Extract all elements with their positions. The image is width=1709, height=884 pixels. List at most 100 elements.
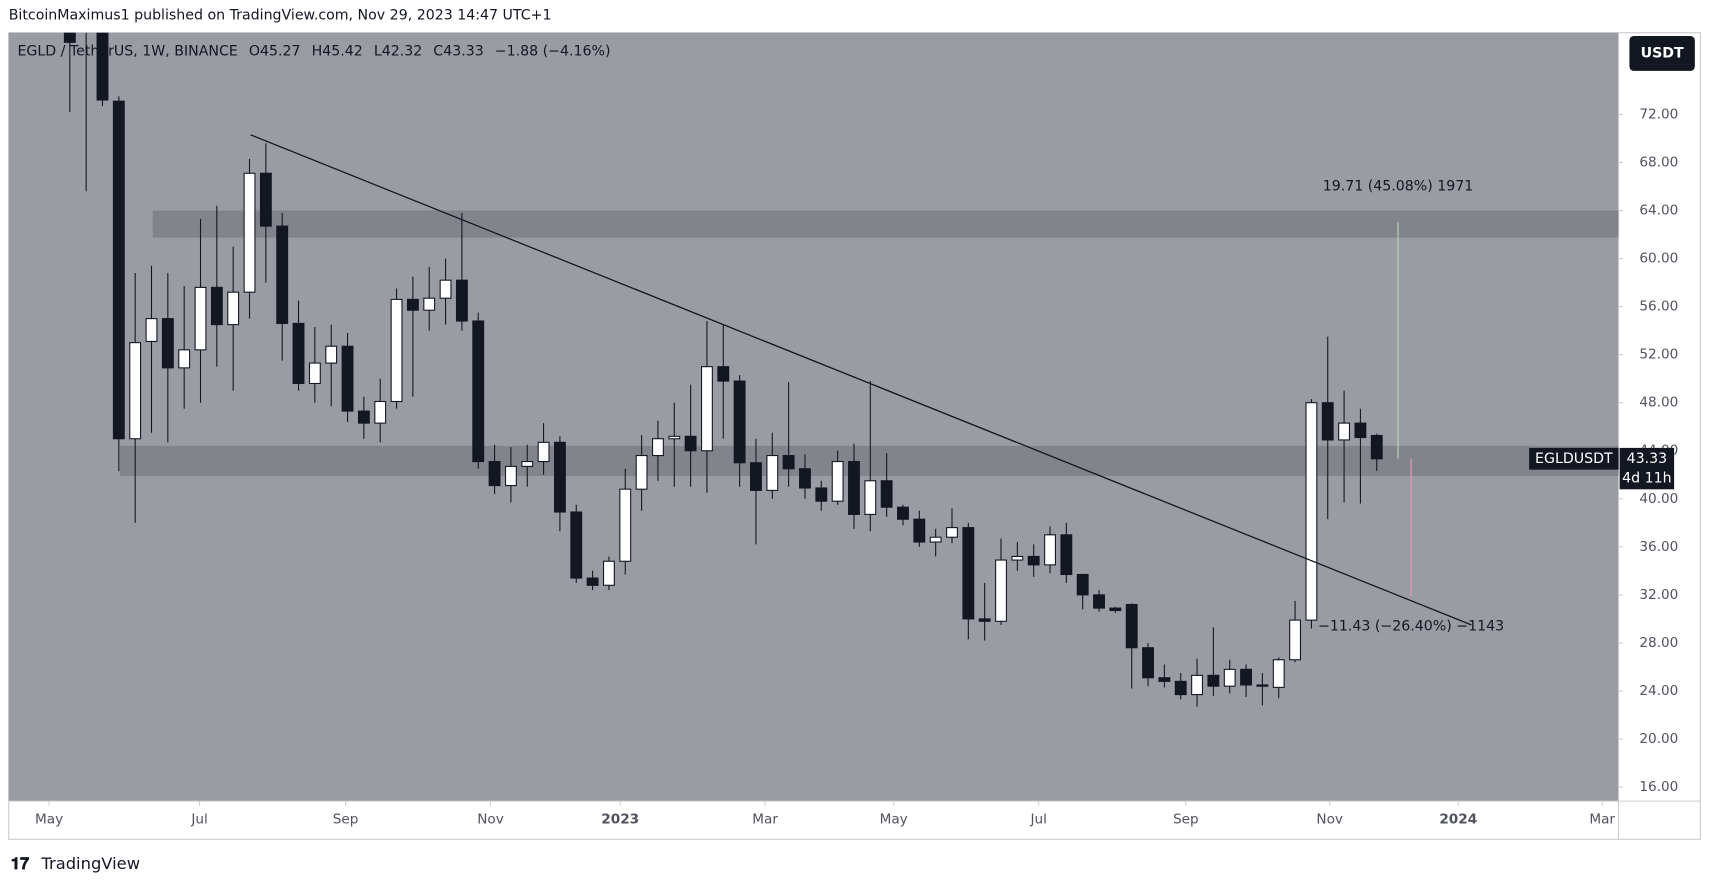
x-tick-label: Mar xyxy=(752,812,778,828)
candle-body xyxy=(455,279,468,322)
candle-body xyxy=(292,322,305,385)
currency-button[interactable] xyxy=(1629,36,1695,71)
candle-body xyxy=(1060,534,1073,576)
candle-body xyxy=(1191,674,1203,696)
measure-label: 19.71 (45.08%) 1971 xyxy=(1323,178,1474,194)
ohlc-letter: H xyxy=(312,43,323,59)
candle-body xyxy=(668,435,681,440)
candle-body xyxy=(423,297,436,311)
candle-body xyxy=(129,342,142,440)
ohlc-letter: O xyxy=(249,43,260,59)
y-tick-label: 72.00 xyxy=(1639,106,1678,122)
y-tick-label: 60.00 xyxy=(1639,251,1678,267)
y-tick-label: 16.00 xyxy=(1639,779,1678,795)
change: −1.88 (−4.16%) xyxy=(495,43,611,59)
x-tick-label: 2023 xyxy=(601,812,639,828)
candle-body xyxy=(1158,677,1171,682)
candle-body xyxy=(1305,402,1318,621)
symbol-badge xyxy=(1529,447,1619,470)
candle-body xyxy=(210,286,223,326)
brand-logo: 𝟏𝟕 xyxy=(11,854,29,873)
y-tick-label: 52.00 xyxy=(1639,347,1678,363)
ohlc-value: 45.42 xyxy=(322,43,363,59)
candle-body xyxy=(586,577,599,586)
candle-body xyxy=(145,318,158,342)
sr-zone xyxy=(152,210,1619,238)
candle-body xyxy=(325,345,338,364)
candle-body xyxy=(1370,434,1383,460)
candle-body xyxy=(652,438,664,457)
candle-body xyxy=(1272,659,1285,688)
x-tick-label: Sep xyxy=(333,812,359,828)
y-tick-label: 68.00 xyxy=(1639,154,1678,170)
candle-body xyxy=(374,400,387,424)
candle-body xyxy=(978,618,991,622)
candle-body xyxy=(341,345,354,412)
candle-body xyxy=(63,32,76,43)
measure-label: −11.43 (−26.40%) −1143 xyxy=(1318,619,1504,635)
symbol-line: EGLD / TetherUS, 1W, BINANCE xyxy=(17,43,237,59)
ohlc-letter: C xyxy=(433,43,443,59)
plot-layer: 19.71 (45.08%) 1971 −11.43 (−26.40%) −114… xyxy=(63,32,1619,707)
candle-body xyxy=(390,298,403,403)
candle-body xyxy=(1093,594,1105,609)
brand: 𝟏𝟕 TradingView xyxy=(11,854,140,873)
candle-body xyxy=(439,279,452,299)
candle-body xyxy=(831,461,844,502)
y-tick-label: 28.00 xyxy=(1639,635,1678,651)
candle-body xyxy=(880,480,893,508)
price-badge xyxy=(1619,447,1675,490)
candle-body xyxy=(1174,680,1187,696)
candle-body xyxy=(504,465,517,487)
candle-body xyxy=(472,320,485,463)
candle-body xyxy=(406,298,419,311)
candle-body xyxy=(1321,402,1334,441)
brand-name: TradingView xyxy=(40,854,140,873)
candle-body xyxy=(733,380,746,464)
candle-body xyxy=(1027,555,1040,566)
candle-body xyxy=(913,518,926,543)
candle-body xyxy=(570,511,583,579)
candle-body xyxy=(1076,573,1089,596)
candle-body xyxy=(946,527,958,538)
candle-body xyxy=(684,435,697,452)
candle-body xyxy=(962,527,975,620)
candle-body xyxy=(553,441,566,513)
candle-body xyxy=(701,366,713,452)
price-badge-value: 43.33 xyxy=(1627,451,1668,467)
candle-body xyxy=(488,461,501,487)
candle-body xyxy=(178,349,191,369)
x-tick-label: May xyxy=(880,812,908,828)
candle-body xyxy=(750,462,762,491)
y-tick-label: 40.00 xyxy=(1639,491,1678,507)
price-badge-countdown: 4d 11h xyxy=(1622,470,1671,486)
x-tick-label: Nov xyxy=(1316,812,1343,828)
candle-body xyxy=(766,455,779,491)
y-tick-label: 32.00 xyxy=(1639,587,1678,603)
y-tick-label: 20.00 xyxy=(1639,731,1678,747)
x-tick-label: Nov xyxy=(477,812,504,828)
ohlc-value: 43.33 xyxy=(443,43,484,59)
candle-body xyxy=(602,560,615,586)
x-tick-label: Sep xyxy=(1173,812,1199,828)
candle-body xyxy=(521,461,534,467)
currency-label[interactable]: USDT xyxy=(1641,45,1684,61)
candle-body xyxy=(717,366,730,382)
candle-body xyxy=(1109,607,1122,612)
x-tick-label: 2024 xyxy=(1439,812,1477,828)
candle-body xyxy=(1338,422,1351,441)
legend-header: EGLD / TetherUS, 1W, BINANCE O45.27 H45.… xyxy=(17,43,610,59)
candle-body xyxy=(635,455,648,490)
publisher-line: BitcoinMaximus1 published on TradingView… xyxy=(9,7,552,23)
candle-body xyxy=(357,410,370,424)
x-tick-label: May xyxy=(35,812,63,828)
plot-area xyxy=(8,32,1619,802)
candle-body xyxy=(782,455,795,470)
candle-body xyxy=(864,480,877,515)
ohlc-value: 42.32 xyxy=(382,43,423,59)
candle-body xyxy=(1125,603,1138,649)
candle-body xyxy=(194,286,207,351)
x-tick-label: Jul xyxy=(190,812,207,828)
candle-body xyxy=(1142,647,1154,679)
